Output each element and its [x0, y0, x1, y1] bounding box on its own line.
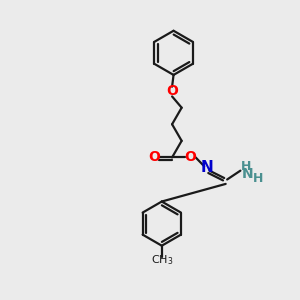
Text: O: O	[184, 150, 196, 164]
Text: N: N	[200, 160, 213, 175]
Text: H: H	[241, 160, 251, 173]
Text: O: O	[148, 150, 160, 164]
Text: CH$_3$: CH$_3$	[151, 254, 173, 267]
Text: H: H	[253, 172, 263, 184]
Text: O: O	[166, 84, 178, 98]
Text: N: N	[242, 167, 254, 181]
